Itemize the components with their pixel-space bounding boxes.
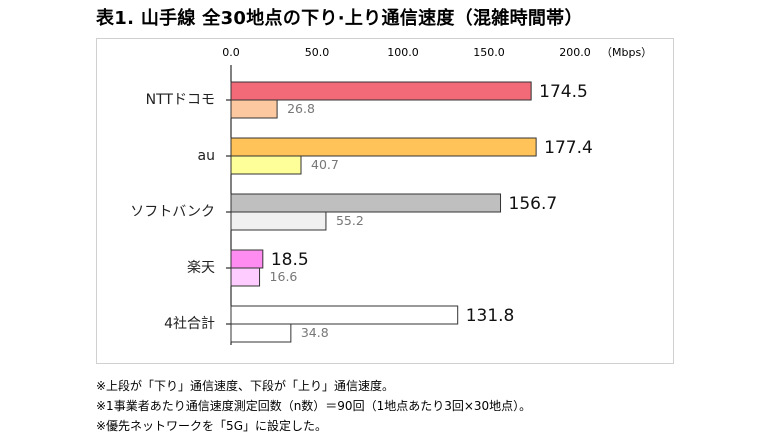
category-label: au [198,148,215,164]
download-value-label: 177.4 [544,138,593,158]
chart-panel: 0.0 50.0 100.0 150.0 200.0 （Mbps） NTTドコモ 174.5 2… [96,38,674,364]
upload-value-label: 26.8 [287,101,315,116]
upload-bar [230,155,302,175]
download-value-label: 18.5 [271,250,309,270]
category-label: NTTドコモ [146,92,215,108]
upload-bar [230,267,261,287]
footnote-3: ※優先ネットワークを「5G」に設定した。 [96,419,327,433]
footnote-2: ※1事業者あたり通信速度測定回数（n数）＝90回（1地点あたり3回×30地点）。 [96,399,532,413]
x-tick-label: 100.0 [387,46,419,59]
upload-value-label: 16.6 [270,269,298,284]
chart-title: 表1. 山手線 全30地点の下り·上り通信速度（混雑時間帯） [96,8,583,29]
category-label: 4社合計 [164,316,215,332]
x-tick-label: 150.0 [473,46,505,59]
upload-bar [230,99,278,119]
x-tick-label: 0.0 [222,46,240,59]
bar-chart: 0.0 50.0 100.0 150.0 200.0 （Mbps） NTTドコモ 174.5 2… [130,46,652,345]
upload-value-label: 34.8 [301,325,329,340]
upload-value-label: 55.2 [336,213,364,228]
category-label: ソフトバンク [130,204,215,220]
download-value-label: 174.5 [539,82,588,102]
upload-bar [230,323,292,343]
download-bar [230,193,502,213]
footnotes: ※上段が「下り」通信速度、下段が「上り」通信速度。 ※1事業者あたり通信速度測定… [96,376,531,436]
x-tick-label: 200.0 [559,46,591,59]
download-bar [230,137,537,157]
upload-value-label: 40.7 [311,157,339,172]
category-label: 楽天 [187,260,215,276]
download-bar [230,81,532,101]
x-tick-label: 50.0 [305,46,330,59]
download-bar [230,305,459,325]
footnote-1: ※上段が「下り」通信速度、下段が「上り」通信速度。 [96,379,395,393]
download-bar [230,249,264,269]
download-value-label: 156.7 [509,194,558,214]
upload-bar [230,211,327,231]
download-value-label: 131.8 [466,306,515,326]
unit-label: （Mbps） [601,46,652,59]
